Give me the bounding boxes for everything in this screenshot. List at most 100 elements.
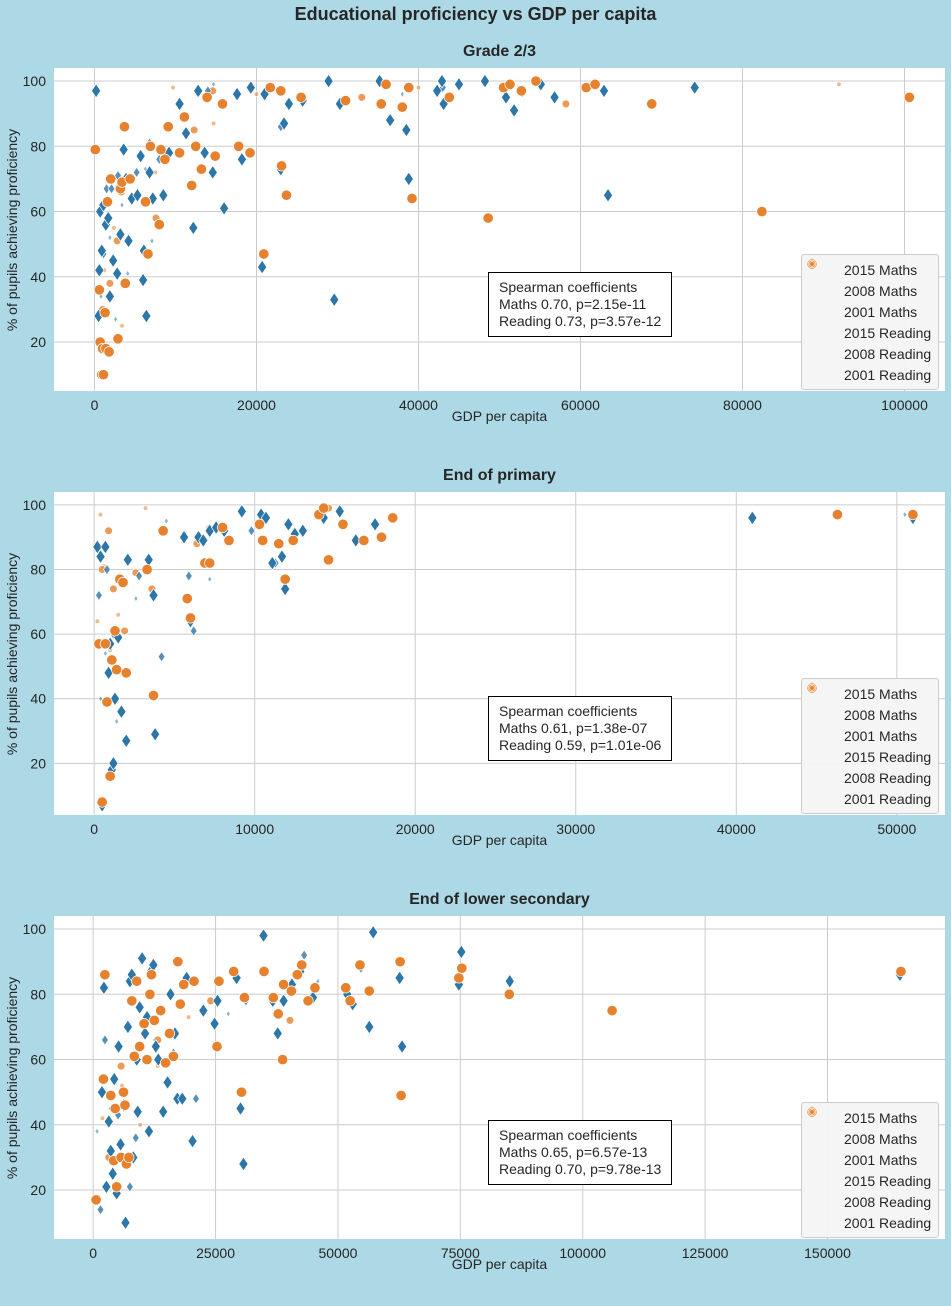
legend-item: 2008 Maths — [802, 258, 938, 301]
data-point — [157, 651, 166, 663]
data-point — [103, 210, 114, 226]
data-point — [285, 985, 297, 997]
x-tick-label: 100000 — [881, 397, 928, 413]
data-point — [158, 187, 169, 203]
data-point — [140, 1026, 151, 1041]
data-point — [344, 995, 356, 1007]
data-point — [144, 164, 155, 180]
legend-marker-icon — [802, 1106, 844, 1149]
legend-item: 2015 Reading — [802, 1106, 938, 1191]
plot-area — [54, 916, 945, 1239]
data-point — [267, 555, 278, 571]
data-point — [198, 533, 209, 548]
data-point — [95, 549, 106, 565]
data-point — [385, 112, 396, 128]
data-point — [131, 975, 143, 987]
data-point — [148, 587, 159, 603]
data-point — [238, 992, 250, 1004]
data-point — [100, 539, 111, 555]
data-point — [272, 1026, 283, 1041]
legend-marker-icon — [802, 260, 844, 322]
data-point — [113, 315, 119, 323]
data-point — [135, 570, 143, 582]
data-point — [295, 91, 307, 103]
y-tick-label: 40 — [30, 1117, 46, 1133]
x-tick-label: 0 — [89, 1245, 97, 1261]
data-point — [212, 993, 223, 1009]
data-point — [280, 189, 293, 201]
data-point — [163, 517, 169, 525]
data-point — [128, 1050, 140, 1062]
data-point — [188, 975, 200, 987]
data-point — [207, 164, 218, 180]
data-point — [276, 160, 288, 172]
legend-marker-icon — [802, 1109, 844, 1233]
x-tick-label: 125000 — [682, 1245, 729, 1261]
data-point — [160, 1057, 172, 1069]
data-point — [178, 111, 190, 123]
data-point — [118, 121, 131, 133]
data-point — [134, 1040, 146, 1053]
data-point — [213, 975, 225, 987]
data-point — [132, 166, 141, 179]
y-axis-label: % of pupils achieving proficiency — [4, 128, 20, 332]
data-point — [747, 510, 758, 526]
data-point — [98, 695, 104, 703]
data-point — [589, 78, 601, 90]
data-point — [181, 125, 192, 141]
data-point — [103, 1114, 114, 1129]
data-point — [216, 98, 229, 110]
data-point — [509, 102, 520, 118]
data-point — [907, 509, 919, 521]
data-point — [147, 689, 160, 702]
data-point — [228, 965, 240, 978]
data-point — [232, 86, 243, 102]
annotation-line: Maths 0.70, p=2.15e-11 — [499, 296, 647, 312]
legend: 2015 Maths 2008 Maths 2001 Maths 2015 Readi… — [801, 254, 939, 390]
data-point — [188, 220, 199, 236]
data-point — [114, 717, 120, 726]
data-point — [277, 1054, 289, 1066]
data-point — [375, 531, 388, 543]
data-point — [120, 667, 132, 679]
legend-label: 2008 Reading — [844, 345, 932, 362]
legend-label: 2008 Reading — [844, 769, 932, 786]
data-point — [387, 512, 399, 524]
data-point — [178, 978, 190, 991]
data-point — [141, 308, 152, 324]
annotation-line: Reading 0.59, p=1.01e-06 — [499, 737, 662, 753]
data-point — [148, 1014, 160, 1026]
data-point — [245, 80, 256, 96]
data-point — [107, 233, 113, 242]
data-point — [211, 1040, 223, 1053]
data-point — [403, 171, 414, 187]
data-point — [96, 796, 108, 808]
data-point — [689, 80, 700, 96]
data-point — [198, 1003, 209, 1019]
data-point — [199, 145, 210, 161]
data-point — [236, 151, 247, 167]
data-point — [144, 140, 156, 152]
y-tick-label: 20 — [30, 334, 46, 350]
data-point — [187, 1133, 198, 1149]
data-point — [276, 549, 287, 565]
data-point — [157, 525, 169, 537]
legend-marker-icon — [802, 261, 844, 385]
data-point — [107, 182, 116, 195]
x-tick-label: 60000 — [561, 397, 600, 413]
data-point — [323, 73, 334, 89]
data-point — [92, 539, 103, 555]
data-point — [105, 173, 117, 185]
data-point — [181, 593, 193, 605]
data-point — [115, 612, 121, 618]
data-point — [111, 225, 117, 231]
scatter-plot: 0 20000 40000 60000 80000 100000 20 40 60 80 100 — [23, 68, 945, 413]
spearman-annotation: Spearman coefficients Maths 0.65, p=6.57… — [488, 1120, 673, 1185]
data-point — [329, 292, 340, 308]
data-point — [153, 219, 165, 231]
data-point — [155, 1005, 167, 1017]
data-point — [296, 959, 308, 971]
annotation-line: Spearman coefficients — [499, 703, 638, 719]
annotation-line: Reading 0.73, p=3.57e-12 — [499, 313, 662, 329]
data-point — [109, 1071, 120, 1087]
